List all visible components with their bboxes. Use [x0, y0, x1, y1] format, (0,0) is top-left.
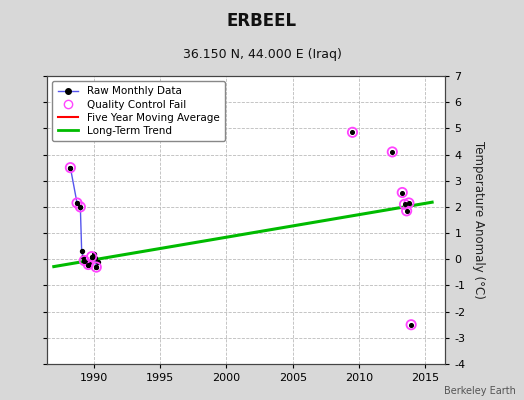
Point	[73, 200, 81, 206]
Point	[85, 260, 94, 266]
Point	[92, 264, 101, 270]
Point	[84, 261, 93, 268]
Point	[84, 261, 93, 268]
Point	[92, 264, 101, 270]
Point	[73, 200, 81, 206]
Point	[400, 201, 409, 208]
Point	[76, 204, 84, 210]
Point	[388, 149, 397, 155]
Point	[83, 259, 91, 265]
Y-axis label: Temperature Anomaly (°C): Temperature Anomaly (°C)	[472, 141, 485, 299]
Point	[76, 204, 84, 210]
Text: Berkeley Earth: Berkeley Earth	[444, 386, 516, 396]
Point	[407, 322, 416, 328]
Point	[348, 129, 357, 136]
Point	[66, 164, 74, 171]
Point	[66, 164, 74, 171]
Point	[402, 208, 411, 214]
Point	[402, 208, 411, 214]
Text: ERBEEL: ERBEEL	[227, 12, 297, 30]
Point	[88, 254, 96, 260]
Point	[90, 251, 98, 257]
Point	[398, 189, 407, 196]
Legend: Raw Monthly Data, Quality Control Fail, Five Year Moving Average, Long-Term Tren: Raw Monthly Data, Quality Control Fail, …	[52, 81, 225, 141]
Point	[388, 149, 397, 155]
Point	[93, 259, 102, 265]
Point	[73, 200, 81, 206]
Point	[398, 189, 407, 196]
Point	[407, 322, 416, 328]
Point	[92, 264, 101, 270]
Point	[405, 200, 413, 206]
Point	[79, 254, 87, 260]
Point	[88, 254, 96, 260]
Point	[76, 204, 84, 210]
Point	[78, 248, 86, 255]
Point	[66, 164, 74, 171]
Text: 36.150 N, 44.000 E (Iraq): 36.150 N, 44.000 E (Iraq)	[182, 48, 342, 61]
Point	[80, 257, 89, 264]
Point	[405, 200, 413, 206]
Point	[91, 255, 99, 261]
Point	[400, 201, 409, 208]
Point	[84, 261, 93, 268]
Point	[88, 254, 96, 260]
Point	[348, 129, 357, 136]
Point	[80, 257, 89, 264]
Point	[80, 257, 89, 264]
